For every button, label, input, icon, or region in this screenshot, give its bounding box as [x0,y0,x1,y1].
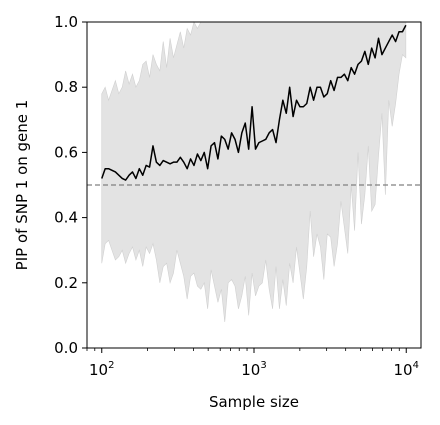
series-line [101,24,407,181]
y-tick-label: 0.2 [54,274,78,292]
y-tick-label: 0.8 [54,78,78,96]
x-axis-label: Sample size [209,393,299,411]
axes: 0.0 0.2 0.4 0.6 0.8 1.0 102 103 104 [54,13,422,379]
plot-area [87,21,421,322]
x-tick-label: 102 [89,360,114,379]
y-tick-label: 0.4 [54,209,78,227]
y-tick-label: 0.6 [54,143,78,161]
y-tick-label: 0.0 [54,339,78,357]
y-axis-label: PIP of SNP 1 on gene 1 [13,100,31,271]
x-tick-label: 104 [394,360,419,379]
y-tick-label: 1.0 [54,13,78,31]
uncertainty-band [101,21,407,322]
x-tick-label: 103 [241,360,266,379]
